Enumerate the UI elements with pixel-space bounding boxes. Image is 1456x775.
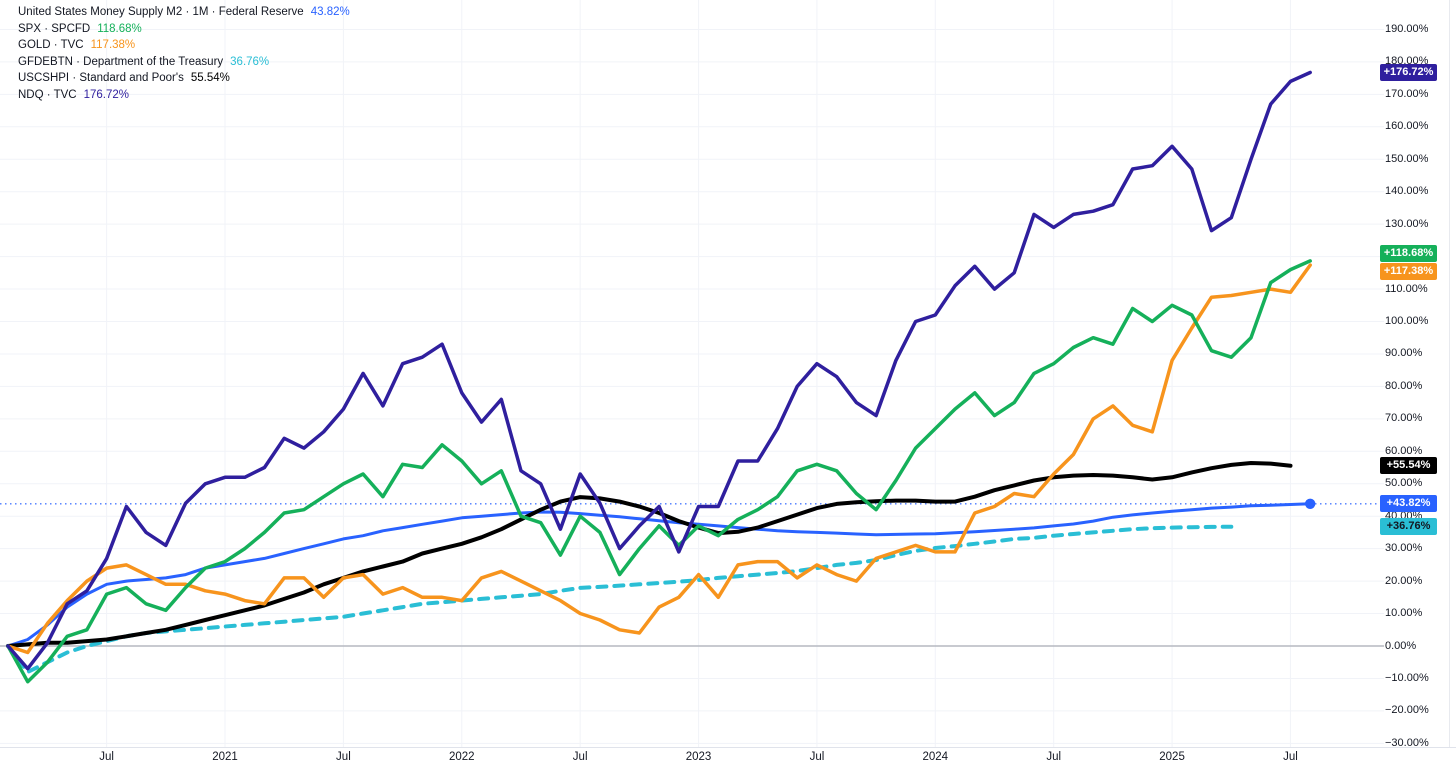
chart-legend: United States Money Supply M2 · 1M · Fed… bbox=[18, 4, 350, 103]
x-axis-tick-label: 2025 bbox=[1159, 751, 1185, 763]
series-line-spx[interactable] bbox=[6, 259, 1312, 684]
y-axis-tick-label: 130.00% bbox=[1385, 217, 1429, 230]
legend-item-uscshpi[interactable]: USCSHPI · Standard and Poor's 55.54% bbox=[18, 70, 350, 87]
price-axis[interactable] bbox=[1380, 0, 1456, 747]
y-axis-tick-label: 50.00% bbox=[1385, 477, 1423, 490]
series-line-m2[interactable] bbox=[6, 502, 1312, 648]
y-axis-tick-label: 70.00% bbox=[1385, 412, 1423, 425]
time-axis-border bbox=[0, 747, 1456, 748]
legend-item-value: 117.38% bbox=[90, 39, 136, 51]
legend-item-gold[interactable]: GOLD · TVC 117.38% bbox=[18, 37, 350, 54]
x-axis-tick-label: Jul bbox=[572, 751, 588, 763]
y-axis-tick-label: 0.00% bbox=[1385, 639, 1417, 652]
legend-item-value: 176.72% bbox=[83, 88, 129, 101]
x-axis-tick-label: Jul bbox=[809, 751, 825, 763]
legend-item-value: 43.82% bbox=[310, 6, 350, 18]
legend-item-value: 55.54% bbox=[190, 72, 230, 84]
x-axis-tick-label: 2021 bbox=[212, 751, 238, 763]
y-axis-tick-label: −10.00% bbox=[1385, 671, 1429, 684]
series-line-ndq[interactable] bbox=[6, 70, 1312, 671]
y-axis-tick-label: 80.00% bbox=[1385, 379, 1423, 392]
price-badge-gfdebtn: +36.76% bbox=[1380, 518, 1437, 536]
series-line-gold[interactable] bbox=[6, 263, 1312, 655]
x-axis-tick-label: Jul bbox=[99, 751, 114, 763]
legend-item-m2[interactable]: United States Money Supply M2 · 1M · Fed… bbox=[18, 4, 350, 21]
y-axis-tick-label: 140.00% bbox=[1385, 185, 1429, 198]
legend-item-label: USCSHPI · Standard and Poor's bbox=[18, 72, 184, 84]
legend-item-label: GFDEBTN · Department of the Treasury bbox=[18, 55, 224, 68]
x-axis-tick-label: Jul bbox=[1046, 751, 1062, 763]
legend-item-label: GOLD · TVC bbox=[18, 39, 84, 51]
legend-item-gfdebtn[interactable]: GFDEBTN · Department of the Treasury 36.7… bbox=[18, 54, 350, 71]
price-badge-spx: +118.68% bbox=[1380, 245, 1437, 263]
y-axis-tick-label: 160.00% bbox=[1385, 120, 1429, 133]
legend-item-label: United States Money Supply M2 · 1M · Fed… bbox=[18, 6, 304, 18]
legend-item-ndq[interactable]: NDQ · TVC 176.72% bbox=[18, 87, 350, 104]
price-badge-m2: +43.82% bbox=[1380, 495, 1437, 513]
y-axis-tick-label: 110.00% bbox=[1385, 282, 1428, 295]
y-axis-tick-label: 10.00% bbox=[1385, 607, 1423, 620]
y-axis-tick-label: 150.00% bbox=[1385, 152, 1429, 165]
price-badge-gold: +117.38% bbox=[1380, 263, 1437, 281]
legend-item-label: NDQ · TVC bbox=[18, 88, 77, 101]
legend-item-spx[interactable]: SPX · SPCFD 118.68% bbox=[18, 21, 350, 38]
y-axis-tick-label: 20.00% bbox=[1385, 574, 1423, 587]
series-line-uscshpi[interactable] bbox=[6, 461, 1293, 648]
series-end-marker-m2 bbox=[1304, 498, 1316, 510]
y-axis-tick-label: 100.00% bbox=[1385, 315, 1429, 327]
y-axis-tick-label: 30.00% bbox=[1385, 542, 1423, 555]
y-axis-tick-label: −20.00% bbox=[1385, 704, 1429, 717]
legend-item-value: 118.68% bbox=[97, 22, 142, 35]
y-axis-tick-label: 60.00% bbox=[1385, 444, 1423, 457]
price-badge-ndq: +176.72% bbox=[1380, 64, 1437, 82]
x-axis-tick-label: 2024 bbox=[922, 751, 949, 763]
x-axis-tick-label: 2023 bbox=[685, 751, 712, 763]
y-axis-tick-label: −30.00% bbox=[1385, 736, 1429, 749]
x-axis-tick-label: 2022 bbox=[448, 751, 475, 763]
y-axis-tick-label: 90.00% bbox=[1385, 347, 1423, 360]
y-axis-tick-label: 170.00% bbox=[1385, 87, 1429, 100]
price-axis-border bbox=[1449, 0, 1450, 747]
y-axis-tick-label: 190.00% bbox=[1385, 22, 1429, 35]
x-axis-tick-label: Jul bbox=[336, 751, 351, 763]
series-line-gfdebtn[interactable] bbox=[6, 524, 1234, 674]
price-badge-uscshpi: +55.54% bbox=[1380, 457, 1437, 475]
legend-item-label: SPX · SPCFD bbox=[18, 22, 91, 35]
legend-item-value: 36.76% bbox=[230, 55, 270, 68]
x-axis-tick-label: Jul bbox=[1283, 751, 1298, 763]
